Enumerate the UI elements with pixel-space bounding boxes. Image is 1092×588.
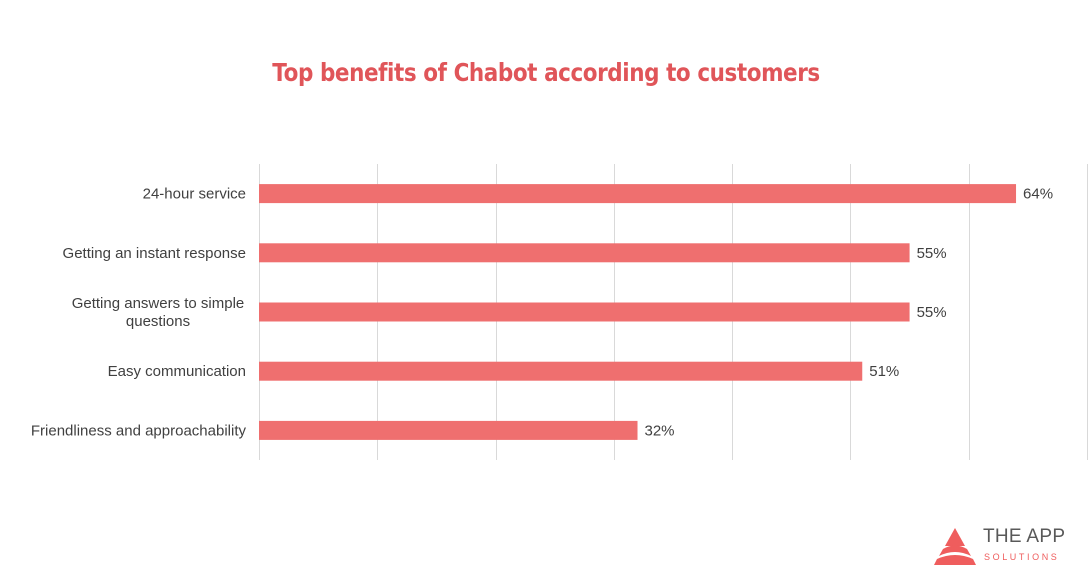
category-label: Getting an instant response — [63, 245, 246, 262]
logo-subtitle: SOLUTIONS — [984, 552, 1060, 562]
logo-name: THE APP — [983, 526, 1066, 547]
triangle-logo-icon — [934, 528, 976, 565]
labels: 64% 24-hour service 55% Getting an instant … — [31, 186, 1053, 440]
data-label: 55% — [917, 304, 947, 321]
bar — [259, 243, 910, 263]
bar — [259, 302, 910, 322]
category-label: Easy communication — [108, 363, 246, 380]
category-label: Getting answers to simple questions — [72, 295, 245, 330]
data-label: 55% — [917, 245, 947, 262]
bar — [259, 361, 863, 381]
bar — [259, 184, 1017, 204]
brand-logo: THE APP SOLUTIONS — [933, 524, 1073, 568]
data-label: 51% — [869, 363, 899, 380]
chart-title: Top benefits of Chabot according to cust… — [272, 58, 820, 87]
category-label: Friendliness and approachability — [31, 422, 247, 439]
category-label: 24-hour service — [143, 186, 246, 203]
data-label: 64% — [1023, 186, 1053, 203]
bar — [259, 420, 638, 440]
bars — [259, 184, 1017, 440]
data-label: 32% — [645, 422, 675, 439]
